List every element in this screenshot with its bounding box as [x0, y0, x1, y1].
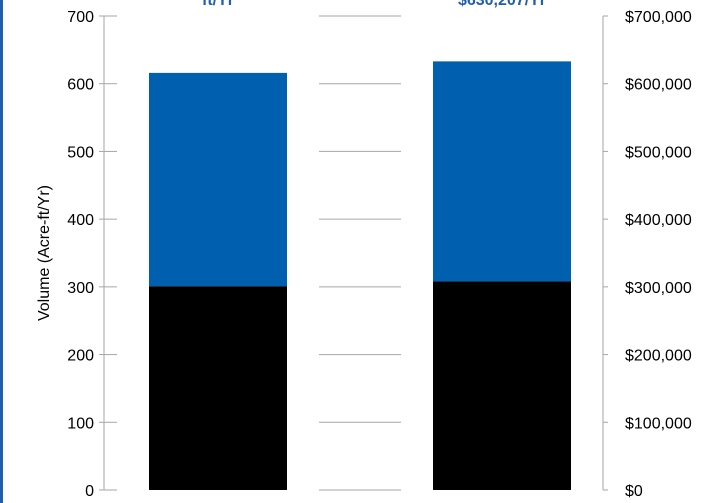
- y-tick-label: 200: [67, 348, 94, 365]
- bars: [149, 61, 571, 490]
- axes: [103, 16, 604, 490]
- y2-tick-label: $300,000: [625, 280, 692, 297]
- bar-1-segment-2: [149, 72, 287, 287]
- bar-1-segment-1: [149, 286, 287, 490]
- y-tick-label: 400: [67, 212, 94, 229]
- y2-tick-label: $100,000: [625, 415, 692, 432]
- gridlines: [104, 15, 401, 491]
- y2-tick-label: $600,000: [625, 77, 692, 94]
- bar-2-segment-2: [433, 61, 571, 282]
- y2-tick-label: $0: [625, 483, 643, 500]
- y-tick-label: 600: [67, 77, 94, 94]
- stacked-bar-chart: 0 100 200 300 400 500 600 700 $0 $100,000 $200,00…: [36, 0, 692, 500]
- top-labels: ft/Yr $630,207/Yr: [202, 0, 546, 9]
- y2-tick-label: $700,000: [625, 9, 692, 26]
- y2-tick-label: $200,000: [625, 348, 692, 365]
- left-tick-labels: 0 100 200 300 400 500 600 700: [67, 9, 104, 500]
- top-label-2: $630,207/Yr: [458, 0, 546, 9]
- y-axis-label: Volume (Acre-ft/Yr): [36, 185, 53, 321]
- y-tick-label: 500: [67, 144, 94, 161]
- y-tick-label: 700: [67, 9, 94, 26]
- y2-tick-label: $500,000: [625, 144, 692, 161]
- right-tick-labels: $0 $100,000 $200,000 $300,000 $400,000 $500,0…: [603, 9, 692, 500]
- y-tick-label: 300: [67, 280, 94, 297]
- bar-2-segment-1: [433, 281, 571, 490]
- top-label-1: ft/Yr: [202, 0, 234, 9]
- y-tick-label: 0: [85, 483, 94, 500]
- y-tick-label: 100: [67, 415, 94, 432]
- y2-tick-label: $400,000: [625, 212, 692, 229]
